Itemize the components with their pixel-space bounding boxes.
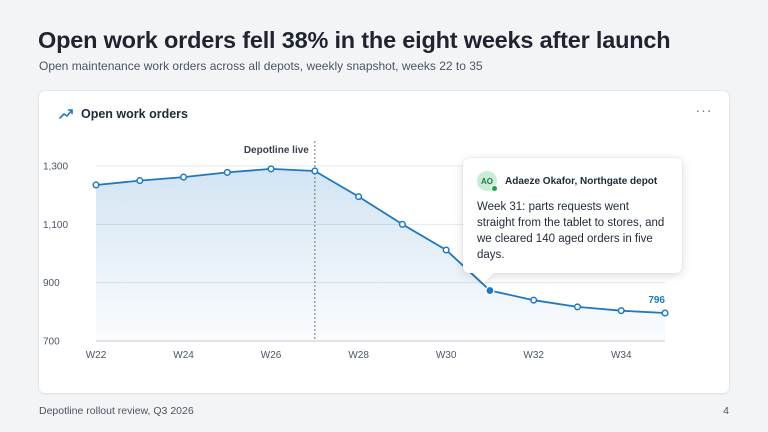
more-options-button[interactable]: ··· (693, 103, 715, 121)
data-point-w34 (617, 307, 625, 315)
data-point-highlight (485, 285, 495, 296)
open-work-orders-chart: 700 900 1,100 1,300 W22 W24 W26 W28 W30 W32 W34 Dep… (43, 141, 669, 361)
avatar: AO (477, 171, 498, 192)
slide-headline: Open work orders fell 38% in the eight w… (38, 27, 671, 53)
slide-subhead: Open maintenance work orders across all … (39, 59, 483, 73)
data-point-w33 (573, 303, 582, 311)
avatar-initials: AO (481, 176, 493, 186)
callout-header: AO Adaeze Okafor, Northgate depot (477, 171, 668, 192)
presence-indicator (491, 185, 498, 192)
card-header: Open work orders (59, 107, 188, 121)
x-tick-label-W24: W24 (173, 350, 194, 361)
data-point-w24 (179, 173, 188, 181)
data-point-w30 (442, 246, 450, 254)
x-tick-label-W32: W32 (523, 350, 544, 361)
x-tick-label-W30: W30 (436, 350, 457, 361)
end-value-label: 796 (648, 295, 665, 306)
series-line (95, 168, 666, 314)
chart-card: Open work orders ··· 700 900 1,100 1,300 W22… (38, 90, 730, 394)
data-point-w22 (92, 181, 100, 189)
more-horizontal-icon: ··· (695, 102, 713, 118)
data-point-w29 (398, 220, 406, 228)
y-tick-label-700: 700 (43, 337, 60, 348)
data-point-w27 (311, 167, 319, 175)
data-point-w35 (661, 309, 669, 317)
x-tick-label-W34: W34 (611, 350, 632, 361)
footer-caption: Depotline rollout review, Q3 2026 (39, 405, 194, 417)
x-tick-label-W28: W28 (348, 350, 369, 361)
annotation-label: Depotline live (244, 145, 309, 156)
data-point-w23 (136, 177, 144, 185)
data-point-w25 (223, 168, 231, 176)
card-title: Open work orders (81, 107, 188, 121)
y-tick-label-1300: 1,300 (43, 162, 68, 173)
data-point-w28 (355, 193, 363, 201)
callout-quote: Week 31: parts requests went straight fr… (477, 201, 665, 261)
data-point-w26 (267, 165, 275, 173)
x-tick-label-W22: W22 (86, 350, 107, 361)
x-tick-label-W26: W26 (261, 350, 282, 361)
testimonial-callout: AO Adaeze Okafor, Northgate depot Week 3… (463, 158, 682, 273)
y-tick-label-900: 900 (43, 278, 60, 289)
trend-up-icon (59, 109, 73, 119)
data-point-w32 (530, 296, 538, 304)
page-number: 4 (723, 405, 729, 417)
callout-author: Adaeze Okafor, Northgate depot (505, 175, 658, 187)
y-tick-label-1100: 1,100 (43, 220, 68, 231)
